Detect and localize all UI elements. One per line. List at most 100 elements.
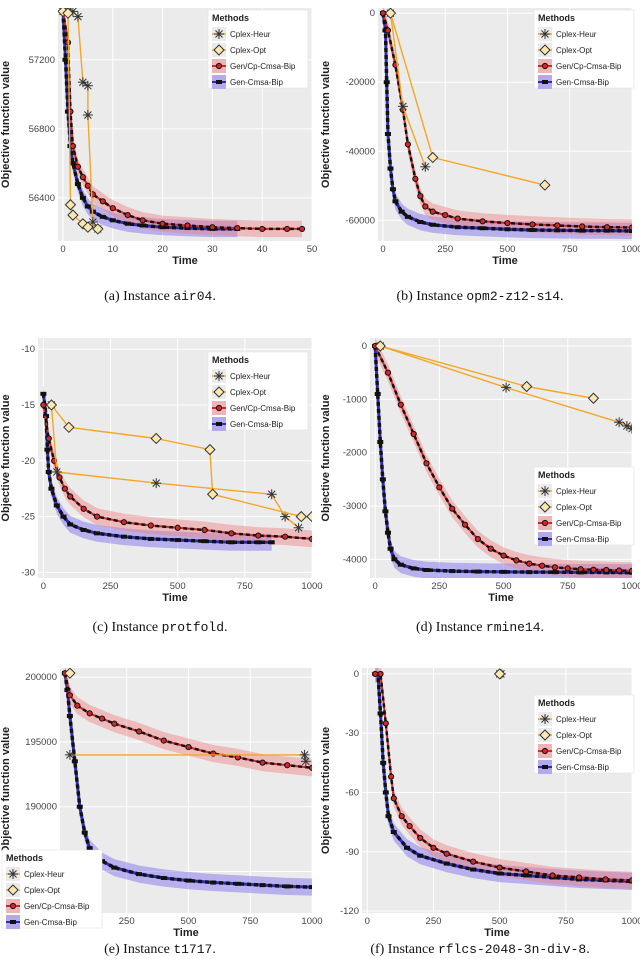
legend-label: Gen-Cmsa-Bip [556,78,609,87]
chart-panel-rmine14: 0 250 500 750 1000 0 -1000 -2000 -3000 -4000 Time O… [320,338,640,604]
point-marker [52,468,61,476]
point-marker [294,523,303,532]
point-marker [382,509,389,514]
point-marker [111,720,118,727]
point-marker [147,536,154,541]
point-marker [404,845,410,850]
y-tick-label: 200000 [25,672,57,683]
point-marker [40,391,47,396]
point-marker [417,834,424,842]
point-marker [461,521,469,528]
point-marker [539,44,551,56]
point-marker [160,876,167,880]
point-marker [443,850,450,857]
point-marker [79,78,87,87]
legend-item: Gen-Cmsa-Bip [6,915,77,929]
point-marker [541,487,549,495]
legend-item: Cplex-Opt [212,43,267,57]
point-marker [64,688,71,693]
point-marker [267,490,276,499]
point-marker [579,228,586,233]
chart-panel-opm2-z12-s14: 0 250 500 750 1000 0 -20000 -40000 -60000 Time Obj… [320,8,640,267]
point-marker [84,81,92,90]
point-marker [53,503,60,508]
point-marker [45,435,52,442]
point-marker [436,484,443,491]
x-axis-label: Time [488,592,513,604]
point-marker [590,566,597,573]
legend-item: Cplex-Opt [538,728,593,742]
point-marker [429,222,436,227]
caption-d: (d) Instance rmine14. [415,620,545,635]
point-marker [147,522,154,529]
y-axis-label: Objective function value [320,727,332,854]
y-axis-label: Objective function value [0,61,12,188]
x-tick-label: 500 [492,916,508,927]
point-marker [63,421,75,434]
legend-label: Cplex-Heur [230,372,271,381]
point-marker [185,743,192,751]
point-marker [120,519,128,526]
series-marker-line-gen-cp-cmsa-bip [373,345,632,573]
y-tick-label: 57200 [29,55,55,66]
legend-label: Gen/Cp-Cmsa-Bip [230,404,296,413]
point-marker [150,432,162,445]
legend-label: Gen/Cp-Cmsa-Bip [556,747,622,756]
x-axis-label: Time [492,255,517,267]
point-marker [210,880,217,885]
point-marker [602,876,609,883]
legend-item: Cplex-Heur [538,484,597,498]
point-marker [82,221,94,233]
x-axis-label: Time [172,255,197,267]
point-marker [577,570,584,575]
point-marker [80,528,87,532]
point-marker [79,174,87,181]
x-axis-label: Time [484,927,509,939]
point-marker [86,710,93,717]
point-marker [80,505,87,512]
point-marker [66,713,73,718]
legend-item: Cplex-Heur [538,27,597,41]
point-marker [542,765,548,769]
point-marker [84,204,91,209]
point-marker [64,199,77,211]
point-marker [206,488,219,500]
chart-panel-t1717: 2505007501000185000190000195000200000Tim… [0,668,323,939]
point-marker [406,822,413,830]
point-marker [45,399,58,411]
legend-label: Gen/Cp-Cmsa-Bip [556,519,622,528]
legend: Methods Cplex-Heur Cplex-Opt Gen/Cp-Cmsa-Bi… [207,351,309,431]
point-marker [541,30,549,38]
point-marker [174,538,181,543]
legend-item: Cplex-Heur [6,867,65,881]
y-tick-label: -90 [345,847,359,858]
point-marker [430,844,437,851]
legend-label: Cplex-Opt [24,886,61,895]
point-marker [213,386,225,398]
y-tick-label: -2000 [343,448,367,459]
x-tick-label: 0 [380,244,385,255]
point-marker [216,80,222,84]
legend-label: Gen-Cmsa-Bip [556,535,609,544]
legend-item: Gen/Cp-Cmsa-Bip [212,59,296,73]
y-axis-label: Objective function value [320,61,332,188]
caption-f: (f) Instance rflcs-2048-3n-div-8. [370,942,590,957]
point-marker [504,227,511,232]
point-marker [94,531,101,536]
point-marker [84,111,92,119]
point-marker [422,203,429,210]
point-marker [628,427,632,433]
legend-item: Gen-Cmsa-Bip [538,75,609,89]
point-marker [539,729,551,741]
point-marker [442,212,449,219]
point-marker [423,460,430,467]
legend-label: Cplex-Opt [556,46,593,55]
point-marker [423,568,430,572]
point-marker [92,223,104,235]
point-marker [404,214,411,219]
point-marker [60,514,67,519]
point-marker [152,479,161,487]
x-tick-label: 750 [242,916,258,927]
y-tick-label: -30 [345,728,359,739]
y-tick-label: 0 [354,669,359,680]
